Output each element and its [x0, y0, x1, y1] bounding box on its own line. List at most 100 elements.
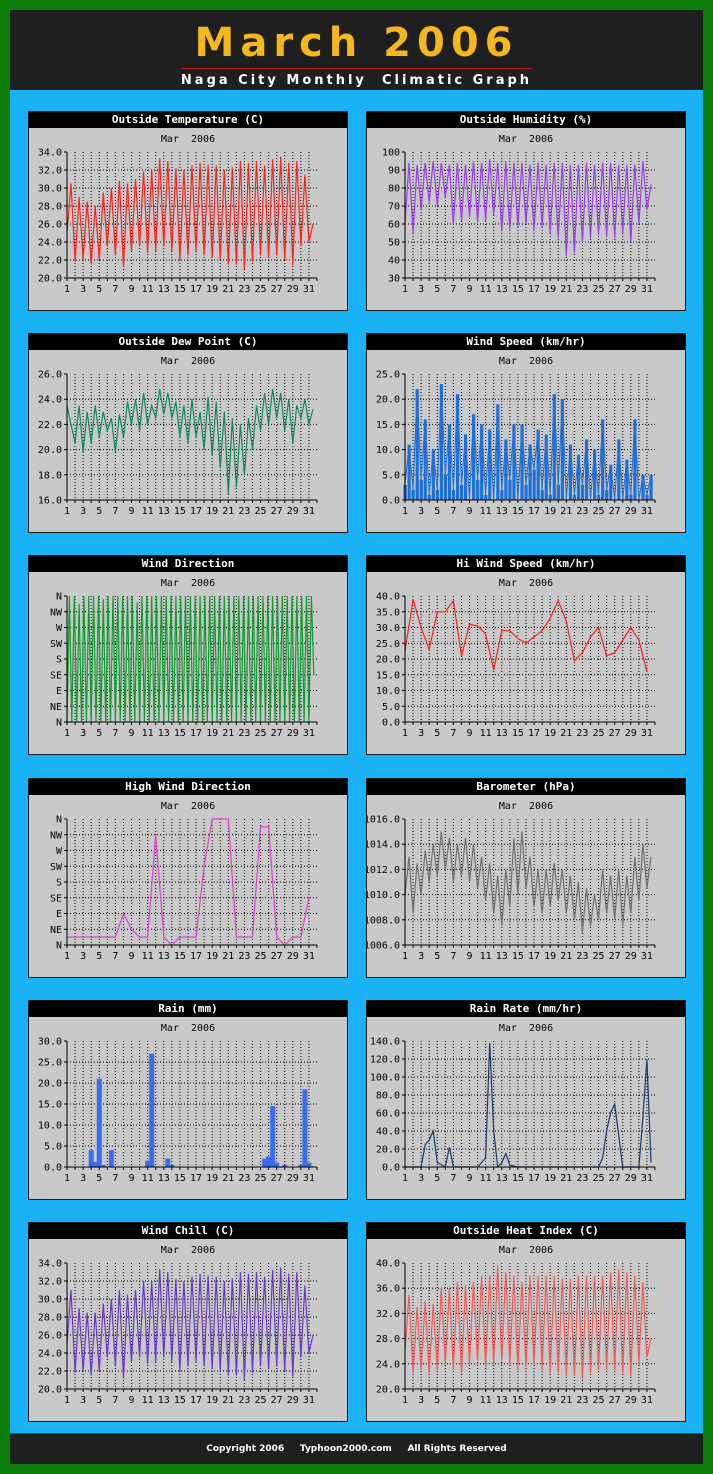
x-tick-label: 21 [222, 1173, 234, 1184]
y-tick-label: 26.0 [38, 220, 62, 231]
chart-subtitle: Mar 2006 [160, 1023, 216, 1034]
x-tick-label: 27 [271, 1395, 283, 1406]
x-tick-label: 19 [206, 284, 218, 295]
x-tick-label: 1 [402, 506, 408, 517]
y-tick-label: 10.0 [38, 1121, 62, 1132]
x-tick-label: 1 [402, 1173, 408, 1184]
x-tick-label: 25 [593, 284, 605, 295]
bar [447, 424, 452, 500]
bar [282, 1164, 288, 1167]
chart-title: Wind Direction [29, 556, 347, 572]
x-tick-label: 5 [96, 506, 102, 517]
chart-title: Rain Rate (mm/hr) [367, 1001, 685, 1017]
bar [451, 489, 456, 500]
chart-title: Outside Heat Index (C) [367, 1223, 685, 1239]
y-tick-label: 40.0 [376, 1259, 400, 1270]
bar [576, 454, 581, 500]
bar [270, 1106, 276, 1167]
x-tick-label: 9 [467, 506, 473, 517]
x-tick-label: 13 [158, 1395, 170, 1406]
x-tick-label: 7 [112, 728, 118, 739]
bar [520, 424, 524, 500]
rain-chart-panel: Rain (mm) Mar 2006 0.0 5.0 10.0 15.0 20.0 25.0 3… [28, 1000, 348, 1200]
y-tick-label: 120.0 [370, 1055, 400, 1066]
x-tick-label: 21 [560, 728, 572, 739]
x-tick-label: 29 [287, 1173, 299, 1184]
windchill-plot: 20.022.024.026.028.030.032.034.01 3 5 7 9 11 1… [38, 1259, 318, 1406]
y-tick-label: N [56, 815, 62, 826]
bar [266, 1156, 272, 1167]
bar [508, 479, 512, 500]
x-tick-label: 1 [64, 284, 70, 295]
y-tick-label: 22.0 [38, 420, 62, 431]
heatindex-chart-panel: Outside Heat Index (C) Mar 2006 20.0 24.0 28… [366, 1222, 686, 1422]
x-tick-label: 31 [303, 284, 315, 295]
bar [476, 479, 480, 500]
x-tick-label: 5 [434, 1173, 440, 1184]
y-tick-label: 20.0 [376, 1385, 400, 1396]
x-tick-label: 27 [271, 1173, 283, 1184]
x-tick-label: 29 [625, 1395, 637, 1406]
bar [407, 444, 411, 500]
y-tick-label: 30.0 [38, 1037, 62, 1048]
x-tick-label: 27 [609, 506, 621, 517]
y-tick-label: 40.0 [376, 592, 400, 603]
series-line [404, 599, 648, 672]
x-tick-label: 27 [609, 1173, 621, 1184]
x-tick-label: 27 [609, 1395, 621, 1406]
x-tick-label: 11 [142, 951, 154, 962]
x-tick-label: 21 [222, 1395, 234, 1406]
y-tick-label: 16.0 [38, 496, 62, 507]
bar [540, 489, 544, 500]
x-tick-label: 21 [560, 1173, 572, 1184]
y-tick-label: W [56, 846, 63, 857]
x-tick-label: 13 [496, 506, 508, 517]
bar [609, 464, 613, 500]
y-tick-label: 40.0 [376, 1127, 400, 1138]
x-tick-label: 15 [174, 728, 186, 739]
x-tick-label: 29 [625, 1173, 637, 1184]
bar [649, 474, 653, 500]
x-tick-label: 31 [303, 951, 315, 962]
x-tick-label: 25 [593, 728, 605, 739]
x-tick-label: 31 [641, 1395, 653, 1406]
x-tick-label: 7 [450, 728, 456, 739]
x-tick-label: 15 [174, 506, 186, 517]
bar [306, 1162, 312, 1167]
y-tick-label: SW [50, 639, 63, 650]
humidity-chart-panel: Outside Humidity (%) Mar 2006 30 40 50 60 70 80… [366, 111, 686, 311]
y-tick-label: 0.0 [382, 1163, 400, 1174]
y-tick-label: 140.0 [370, 1037, 400, 1048]
x-tick-label: 5 [434, 1395, 440, 1406]
x-tick-label: 9 [467, 951, 473, 962]
y-tick-label: 5.0 [382, 470, 400, 481]
x-tick-label: 3 [418, 1395, 424, 1406]
x-tick-label: 3 [80, 728, 86, 739]
x-tick-label: 7 [450, 951, 456, 962]
y-tick-label: 32.0 [38, 166, 62, 177]
x-tick-label: 3 [418, 506, 424, 517]
y-tick-label: 25.0 [38, 1058, 62, 1069]
x-tick-label: 23 [576, 1173, 588, 1184]
bar [617, 439, 621, 500]
chart-subtitle: Mar 2006 [160, 801, 216, 812]
x-tick-label: 1 [64, 728, 70, 739]
x-tick-label: 13 [496, 1173, 508, 1184]
chart-title: Wind Speed (km/hr) [367, 334, 685, 350]
bar [580, 484, 585, 500]
y-tick-label: 90 [388, 166, 400, 177]
y-tick-label: NE [50, 702, 62, 713]
x-tick-label: 5 [96, 1395, 102, 1406]
y-tick-label: 20.0 [38, 1385, 62, 1396]
y-tick-label: NW [50, 830, 63, 841]
winddir-chart-panel: Wind Direction Mar 2006 N NE E SE S SW W NW N 1 3 5 7 9… [28, 555, 348, 755]
x-tick-label: 17 [190, 1173, 202, 1184]
chart-title: Rain (mm) [29, 1001, 347, 1017]
x-tick-label: 15 [174, 284, 186, 295]
x-tick-label: 11 [480, 1395, 492, 1406]
x-tick-label: 23 [238, 284, 250, 295]
y-tick-label: N [56, 592, 62, 603]
x-tick-label: 1 [64, 506, 70, 517]
